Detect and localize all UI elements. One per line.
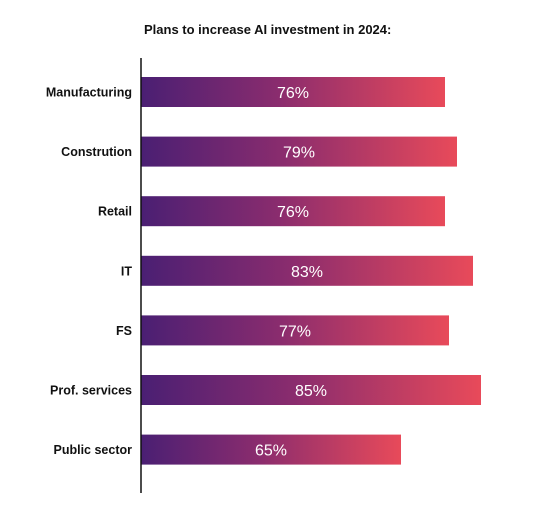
category-label: Retail: [98, 205, 132, 219]
value-label: 65%: [255, 443, 287, 460]
bar-manufacturing: [141, 77, 445, 107]
category-label: IT: [121, 264, 132, 278]
bars-layer: Manufacturing 76% Constrution 79% Retail 76% I…: [46, 77, 481, 465]
bar-public-sector: [141, 434, 401, 465]
value-label: 79%: [283, 145, 315, 162]
value-label: 83%: [291, 264, 323, 281]
category-label: Public sector: [54, 443, 133, 457]
value-label: 76%: [277, 85, 309, 102]
category-label: Manufacturing: [46, 86, 132, 100]
category-label: Prof. services: [50, 384, 132, 398]
value-label: 85%: [295, 383, 327, 400]
bar-prof-services: [141, 375, 481, 405]
value-label: 76%: [277, 204, 309, 221]
value-label: 77%: [279, 323, 311, 340]
category-label: FS: [116, 324, 132, 338]
bar-constrution: [141, 136, 457, 167]
bar-retail: [141, 196, 445, 227]
bar-it: [141, 255, 473, 286]
category-label: Constrution: [61, 145, 132, 159]
chart-title: Plans to increase AI investment in 2024:: [144, 22, 392, 37]
bar-fs: [141, 315, 449, 346]
